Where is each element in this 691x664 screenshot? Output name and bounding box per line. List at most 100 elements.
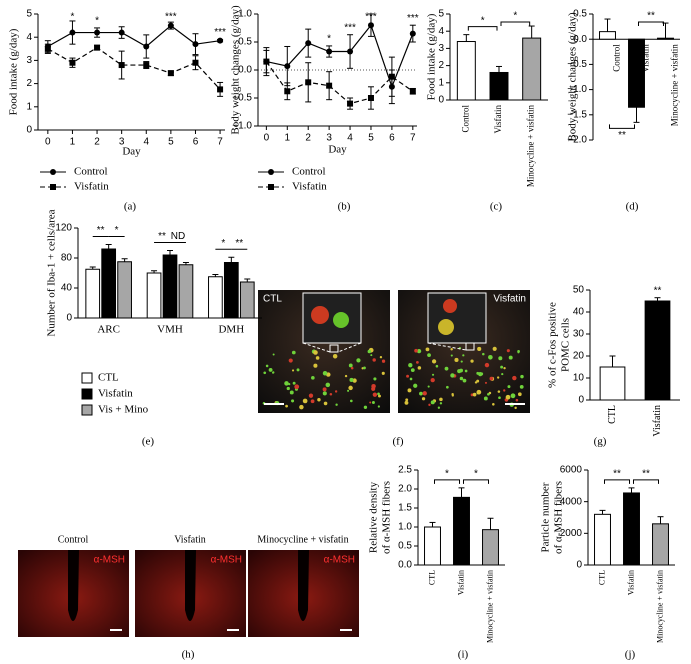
bar	[239, 281, 255, 319]
panel-label: (f)	[393, 436, 404, 448]
y-tick-label: 20	[573, 351, 585, 362]
y-tick-label: 40	[61, 283, 73, 294]
comparison-bracket	[638, 21, 664, 26]
comparison-label: **	[158, 231, 166, 242]
cell-dot	[409, 377, 413, 381]
cell-dot	[286, 386, 290, 391]
marker	[284, 63, 291, 70]
y-tick-label: 2000	[560, 528, 583, 539]
y-axis-label: Particle number	[540, 482, 552, 552]
y-tick-label: 0.5	[398, 541, 412, 552]
x-tick-label: 1	[70, 137, 76, 148]
marker	[263, 58, 270, 65]
cell-dot	[427, 353, 431, 357]
cell-dot	[288, 383, 291, 386]
inset-source	[465, 342, 475, 351]
x-tick-label: Minocycline + visfatin	[526, 105, 536, 188]
cell-dot	[498, 356, 503, 361]
ventricle	[68, 550, 79, 621]
cell-dot	[294, 384, 300, 390]
x-tick-label: 5	[168, 137, 174, 148]
cell-dot	[292, 381, 296, 385]
cell	[333, 312, 349, 328]
cell-dot	[369, 401, 372, 404]
cell-dot	[413, 383, 418, 388]
cell-dot	[514, 406, 517, 410]
stain-label: α-MSH	[94, 555, 125, 566]
x-axis-label: Day	[328, 144, 347, 156]
cell-dot	[322, 387, 327, 392]
marker	[50, 184, 56, 190]
cell-dot	[377, 392, 380, 396]
cell-dot	[349, 377, 354, 383]
cell-dot	[501, 372, 504, 376]
cell-dot	[417, 366, 422, 370]
cell-dot	[497, 390, 501, 393]
cell-dot	[367, 349, 372, 354]
series-line	[265, 61, 414, 105]
cell-dot	[371, 401, 375, 404]
bar	[117, 261, 132, 319]
panel-label: (d)	[626, 201, 639, 213]
legend-label: Control	[74, 166, 108, 178]
comparison-label: **	[642, 469, 650, 480]
image-label: Visfatin	[493, 294, 526, 305]
bar	[644, 300, 671, 401]
legend-label: Visfatin	[74, 181, 109, 193]
y-tick-label: 1.5	[398, 503, 412, 514]
cell-dot	[419, 391, 423, 396]
y-tick-label: 30	[573, 329, 585, 340]
cell-dot	[407, 388, 412, 393]
cell-dot	[308, 393, 314, 398]
y-tick-label: 2	[438, 60, 444, 71]
y-axis-label: Food intake (g/day)	[426, 13, 438, 100]
cell-dot	[406, 374, 410, 378]
y-tick-label: 6000	[560, 465, 583, 476]
significance: *	[327, 34, 331, 45]
marker	[347, 100, 354, 107]
x-tick-label: ARC	[97, 324, 120, 336]
y-tick-label: 4	[438, 26, 444, 37]
x-tick-label: CTL	[427, 570, 436, 585]
image-title: Control	[58, 534, 89, 545]
x-tick-label: 6	[389, 133, 395, 144]
bar	[599, 31, 616, 40]
y-tick-label: 0.0	[238, 65, 252, 76]
panel-label: (g)	[594, 436, 607, 448]
y-tick-label: 50	[573, 285, 585, 296]
x-tick-label: 1	[285, 133, 291, 144]
bar	[85, 268, 101, 319]
cell-dot	[444, 366, 449, 371]
marker	[217, 37, 224, 44]
cell-dot	[427, 385, 430, 388]
image-label: CTL	[263, 294, 282, 305]
cell-dot	[332, 354, 338, 359]
cell-dot	[480, 372, 484, 376]
y-tick-label: 3	[438, 43, 444, 54]
y-tick-label: 1	[438, 77, 444, 88]
legend-swatch	[81, 404, 93, 416]
cell-dot	[476, 389, 482, 395]
y-tick-label: 5	[438, 9, 444, 20]
bar	[146, 272, 162, 319]
cell-dot	[329, 393, 333, 396]
legend-label: CTL	[98, 372, 119, 384]
cell-dot	[335, 403, 338, 406]
cell-dot	[349, 399, 353, 403]
y-tick-label: 0	[438, 95, 444, 106]
y-tick-label: 2	[26, 78, 32, 89]
cell-dot	[272, 353, 275, 356]
cell-dot	[289, 390, 294, 395]
cell-dot	[288, 358, 293, 363]
comparison-label: *	[513, 11, 517, 22]
panel-label: (e)	[142, 436, 155, 448]
cell	[311, 306, 329, 324]
marker	[143, 43, 150, 50]
marker	[326, 48, 333, 55]
cell-dot	[317, 398, 321, 402]
cell-dot	[296, 368, 300, 372]
comparison-bracket	[609, 124, 635, 129]
cell-dot	[408, 363, 413, 368]
cell-dot	[464, 369, 468, 373]
cell-dot	[313, 363, 318, 368]
